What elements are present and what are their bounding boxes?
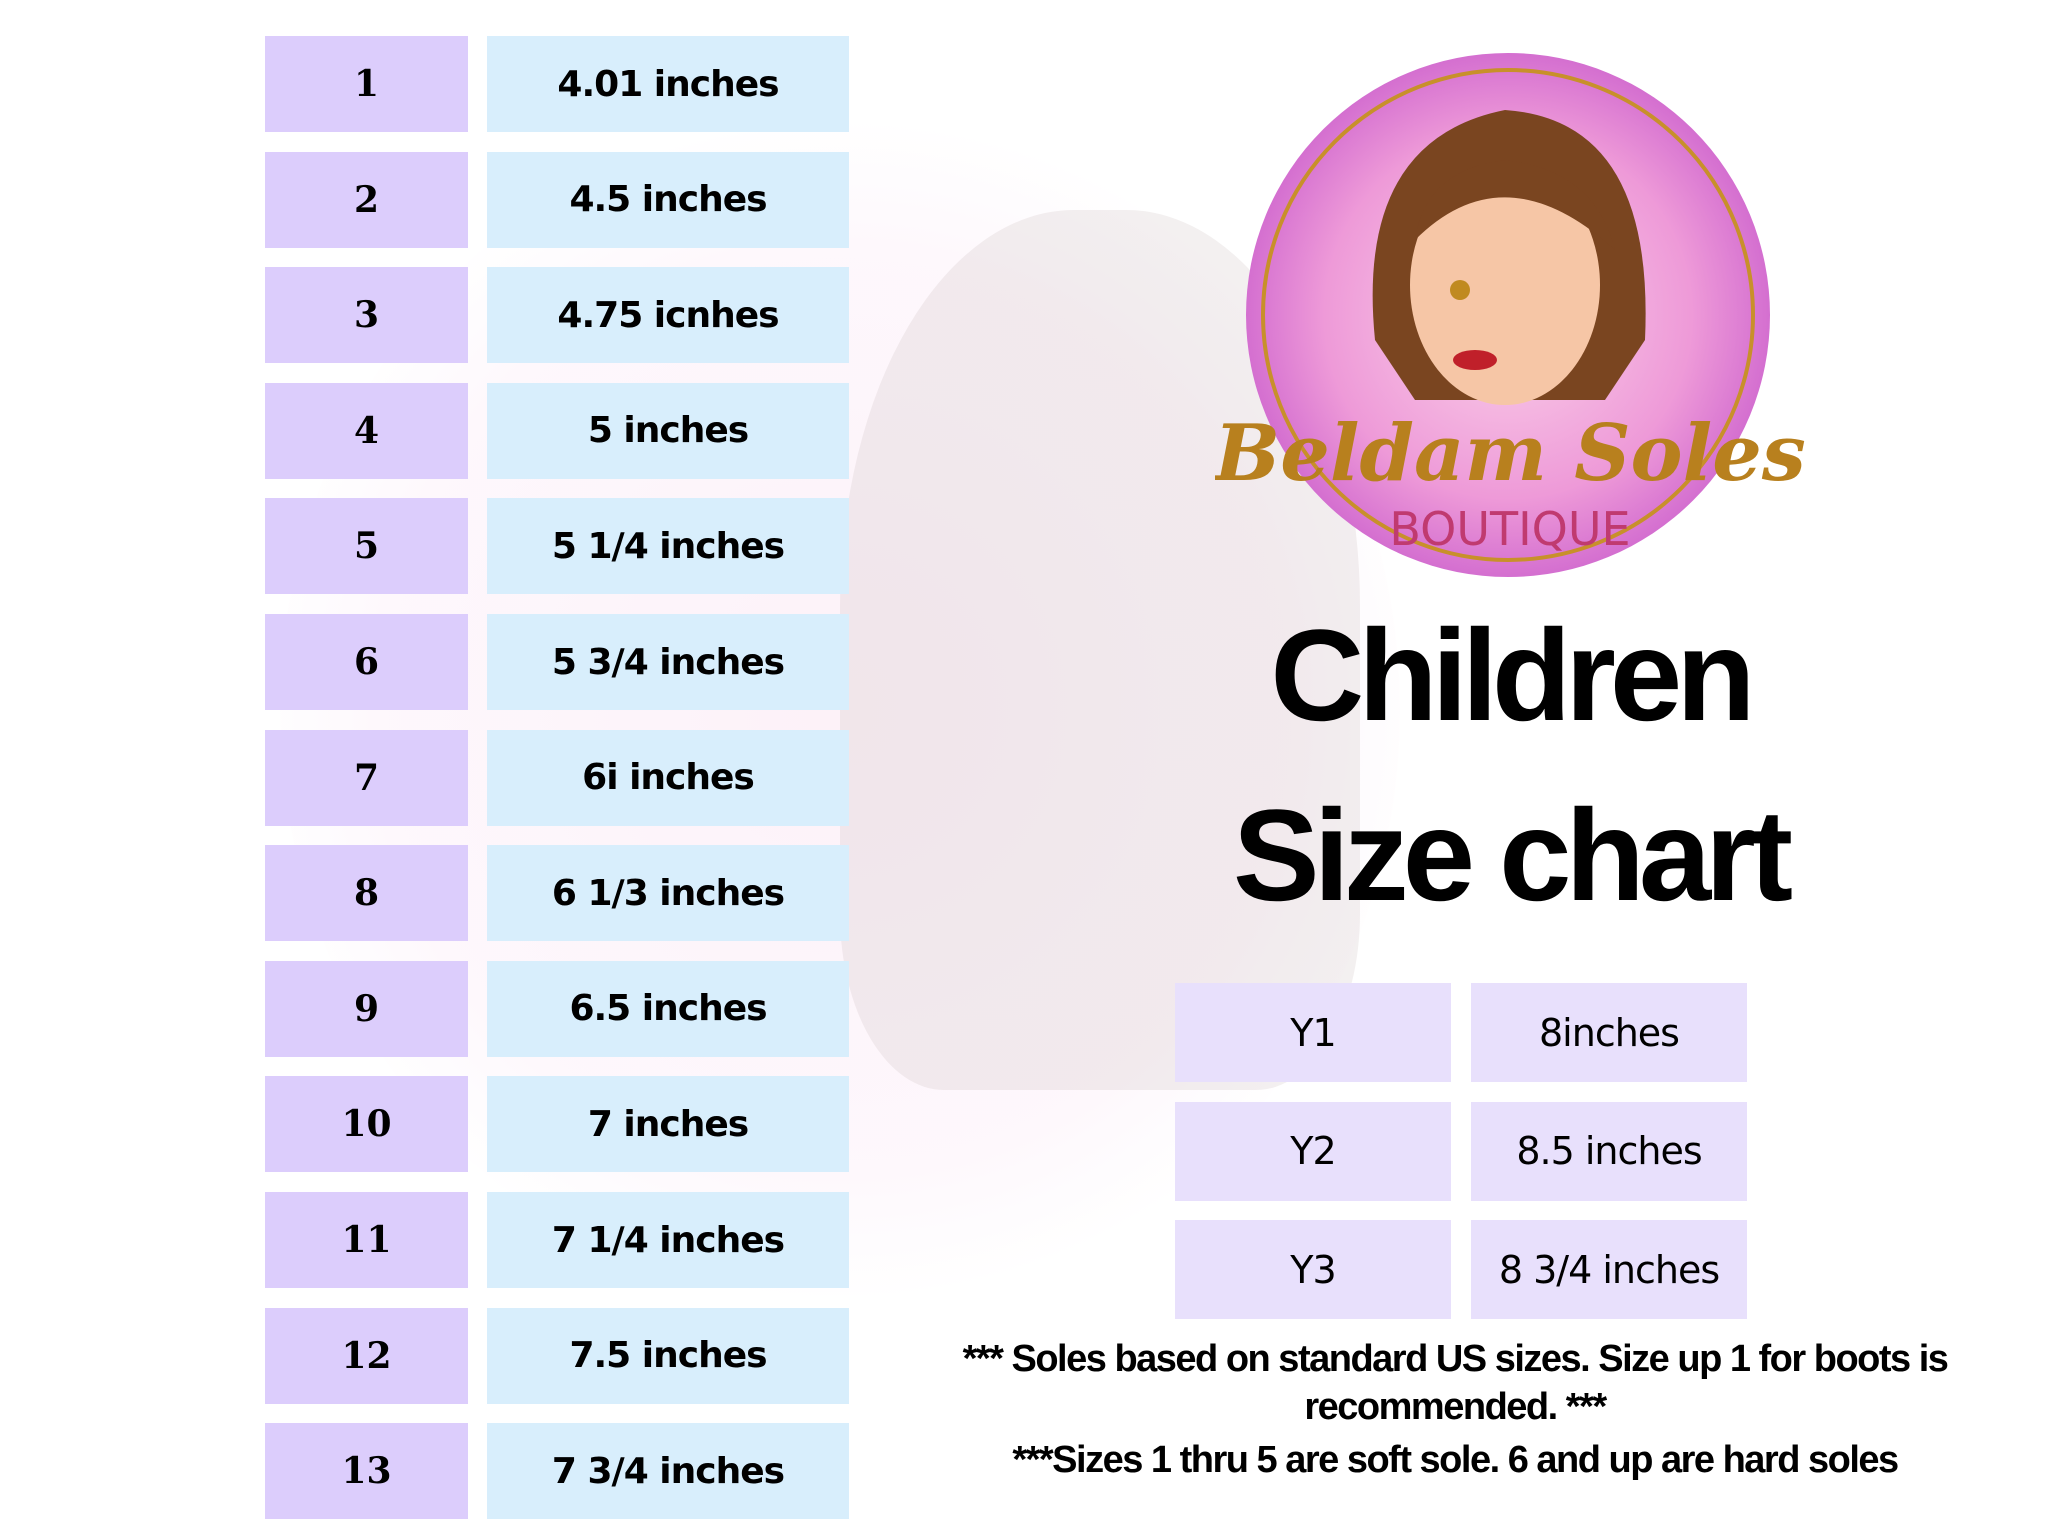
- size-cell: 8: [265, 845, 468, 942]
- size-cell: 4: [265, 382, 468, 479]
- length-cell: 5 1/4 inches: [487, 498, 849, 595]
- logo-brand-name: Beldam Soles: [1215, 408, 1805, 499]
- youth-length-cell: 8inches: [1471, 983, 1747, 1082]
- youth-length-cell: 8 3/4 inches: [1471, 1220, 1747, 1319]
- youth-size-cell: Y1: [1175, 983, 1451, 1082]
- size-cell: 13: [265, 1423, 468, 1520]
- size-cell: 11: [265, 1192, 468, 1288]
- length-cell: 5 3/4 inches: [487, 614, 849, 710]
- size-cell: 6: [265, 614, 468, 710]
- length-cell: 4.75 icnhes: [487, 267, 849, 364]
- length-cell: 7 1/4 inches: [487, 1192, 849, 1288]
- size-cell: 5: [265, 498, 468, 595]
- length-cell: 6i inches: [487, 729, 849, 826]
- length-cell: 6.5 inches: [487, 960, 849, 1057]
- youth-size-cell: Y2: [1175, 1101, 1451, 1201]
- size-cell: 12: [265, 1307, 468, 1404]
- length-cell: 5 inches: [487, 382, 849, 479]
- brand-logo: Beldam Soles BOUTIQUE: [1215, 53, 1805, 577]
- logo-fringe: [1415, 160, 1615, 250]
- length-cell: 4.5 inches: [487, 151, 849, 248]
- logo-eye: [1450, 280, 1470, 300]
- length-cell: 4.01 inches: [487, 36, 849, 132]
- length-cell: 6 1/3 inches: [487, 845, 849, 942]
- length-cell: 7 inches: [487, 1076, 849, 1173]
- footnote-boots: *** Soles based on standard US sizes. Si…: [962, 1338, 1949, 1428]
- footnote-soles: ***Sizes 1 thru 5 are soft sole. 6 and u…: [1012, 1439, 1899, 1481]
- size-cell: 7: [265, 729, 468, 826]
- logo-lips: [1453, 350, 1497, 370]
- size-cell: 9: [265, 960, 468, 1057]
- title-line-1: Children: [1270, 602, 1755, 748]
- logo-ring: [1261, 68, 1755, 562]
- logo-subtitle: BOUTIQUE: [1389, 502, 1630, 556]
- title-line-2: Size chart: [1232, 782, 1793, 928]
- youth-size-cell: Y3: [1175, 1220, 1451, 1319]
- size-cell: 10: [265, 1076, 468, 1173]
- length-cell: 7.5 inches: [487, 1307, 849, 1404]
- length-cell: 7 3/4 inches: [487, 1423, 849, 1520]
- logo-face: [1410, 165, 1600, 405]
- size-cell: 1: [265, 36, 468, 132]
- youth-length-cell: 8.5 inches: [1471, 1101, 1747, 1201]
- size-cell: 3: [265, 267, 468, 364]
- size-cell: 2: [265, 151, 468, 248]
